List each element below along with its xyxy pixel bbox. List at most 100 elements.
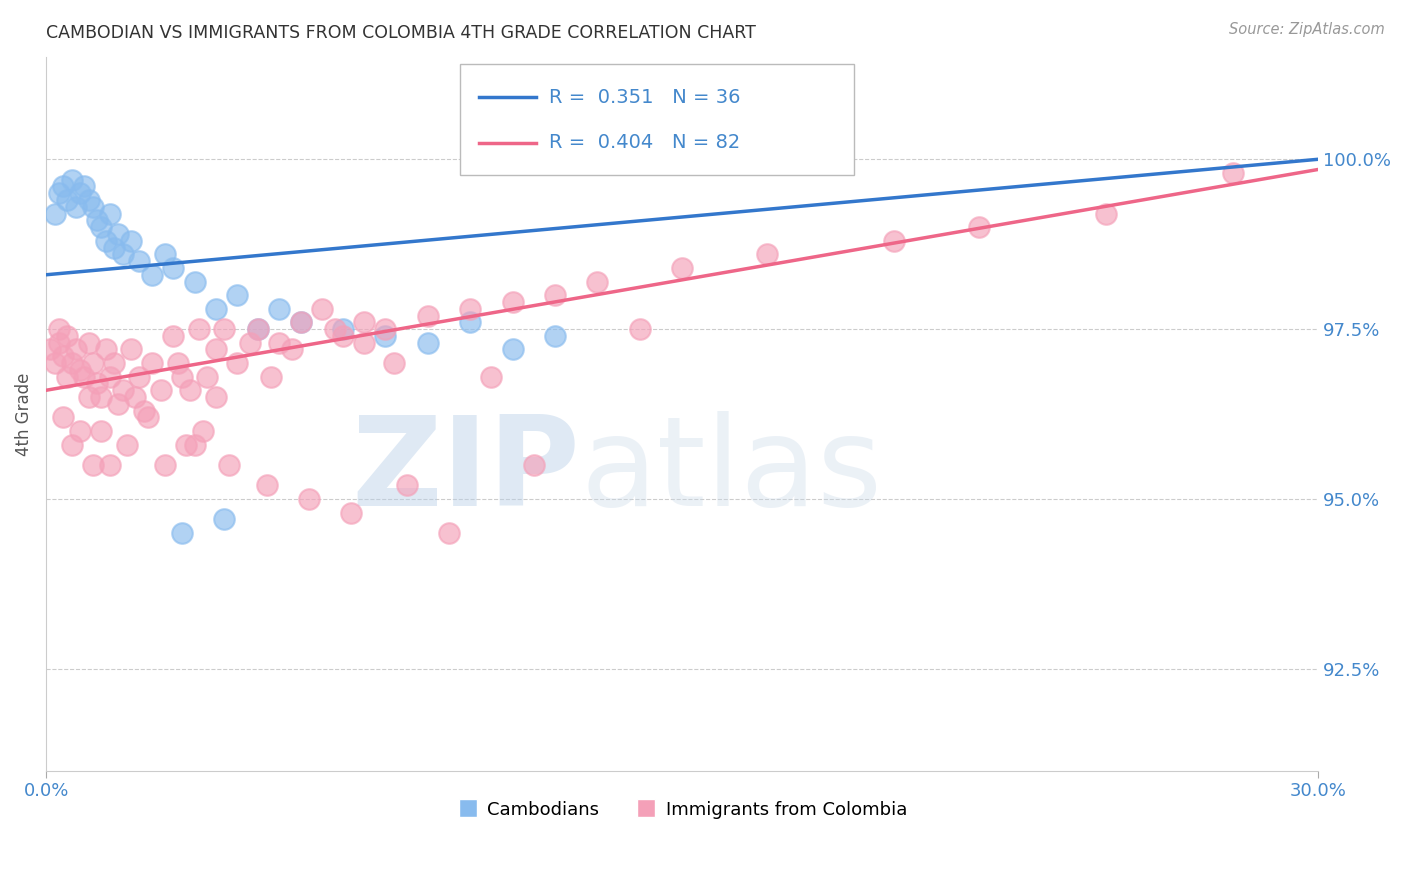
Point <box>260 369 283 384</box>
Point <box>195 369 218 384</box>
Point <box>48 322 70 336</box>
Point <box>98 369 121 384</box>
Point <box>1095 206 1118 220</box>
Point <box>883 234 905 248</box>
Point <box>256 478 278 492</box>
Point <box>191 424 214 438</box>
Point <box>544 288 567 302</box>
Point <box>395 478 418 492</box>
Point <box>281 343 304 357</box>
Point <box>56 369 79 384</box>
Point <box>179 384 201 398</box>
Point <box>90 390 112 404</box>
Point <box>247 322 270 336</box>
Point <box>77 390 100 404</box>
Point <box>502 343 524 357</box>
Point <box>183 437 205 451</box>
Point <box>269 335 291 350</box>
Point <box>52 410 75 425</box>
Point <box>39 343 62 357</box>
Point <box>153 458 176 472</box>
Point <box>103 356 125 370</box>
Point <box>416 309 439 323</box>
Point <box>374 322 396 336</box>
Point <box>523 458 546 472</box>
Point <box>204 343 226 357</box>
Point <box>479 369 502 384</box>
Point <box>44 206 66 220</box>
Point <box>153 247 176 261</box>
Point <box>107 397 129 411</box>
Point <box>120 234 142 248</box>
Point <box>86 376 108 391</box>
Point <box>60 356 83 370</box>
Point <box>755 247 778 261</box>
Point <box>544 329 567 343</box>
Point <box>458 315 481 329</box>
Point <box>44 356 66 370</box>
Point <box>69 363 91 377</box>
Point <box>94 234 117 248</box>
Point <box>204 301 226 316</box>
Point <box>60 437 83 451</box>
Point <box>323 322 346 336</box>
Point <box>298 491 321 506</box>
Text: CAMBODIAN VS IMMIGRANTS FROM COLOMBIA 4TH GRADE CORRELATION CHART: CAMBODIAN VS IMMIGRANTS FROM COLOMBIA 4T… <box>46 24 756 42</box>
Y-axis label: 4th Grade: 4th Grade <box>15 372 32 456</box>
Point <box>353 315 375 329</box>
Point <box>214 512 236 526</box>
Point <box>82 458 104 472</box>
Point <box>82 200 104 214</box>
Point <box>1222 166 1244 180</box>
Point <box>162 260 184 275</box>
Point <box>416 335 439 350</box>
Point <box>218 458 240 472</box>
Point <box>60 172 83 186</box>
Point <box>48 186 70 201</box>
FancyBboxPatch shape <box>460 64 853 175</box>
Point <box>90 424 112 438</box>
Point <box>340 506 363 520</box>
Point <box>586 275 609 289</box>
Point <box>183 275 205 289</box>
Point <box>311 301 333 316</box>
Point <box>187 322 209 336</box>
Point <box>332 322 354 336</box>
Point <box>247 322 270 336</box>
Point <box>107 227 129 241</box>
Point <box>65 200 87 214</box>
Point <box>73 179 96 194</box>
Point <box>90 220 112 235</box>
Point <box>239 335 262 350</box>
Point <box>111 384 134 398</box>
Point <box>437 525 460 540</box>
Point <box>226 356 249 370</box>
Point <box>382 356 405 370</box>
Point <box>128 369 150 384</box>
Legend: Cambodians, Immigrants from Colombia: Cambodians, Immigrants from Colombia <box>450 793 915 826</box>
Point <box>226 288 249 302</box>
Point <box>204 390 226 404</box>
Point <box>671 260 693 275</box>
Point <box>967 220 990 235</box>
Point <box>502 294 524 309</box>
Point <box>174 437 197 451</box>
Point <box>374 329 396 343</box>
Point <box>98 206 121 220</box>
Point <box>115 437 138 451</box>
Point <box>166 356 188 370</box>
Point <box>120 343 142 357</box>
Point <box>290 315 312 329</box>
Point <box>353 335 375 350</box>
Text: Source: ZipAtlas.com: Source: ZipAtlas.com <box>1229 22 1385 37</box>
Point <box>269 301 291 316</box>
Point <box>136 410 159 425</box>
Point <box>132 403 155 417</box>
Point <box>141 268 163 282</box>
Point <box>65 343 87 357</box>
Point <box>69 186 91 201</box>
Point <box>69 424 91 438</box>
Point <box>162 329 184 343</box>
Text: R =  0.351   N = 36: R = 0.351 N = 36 <box>548 87 740 106</box>
Point <box>290 315 312 329</box>
